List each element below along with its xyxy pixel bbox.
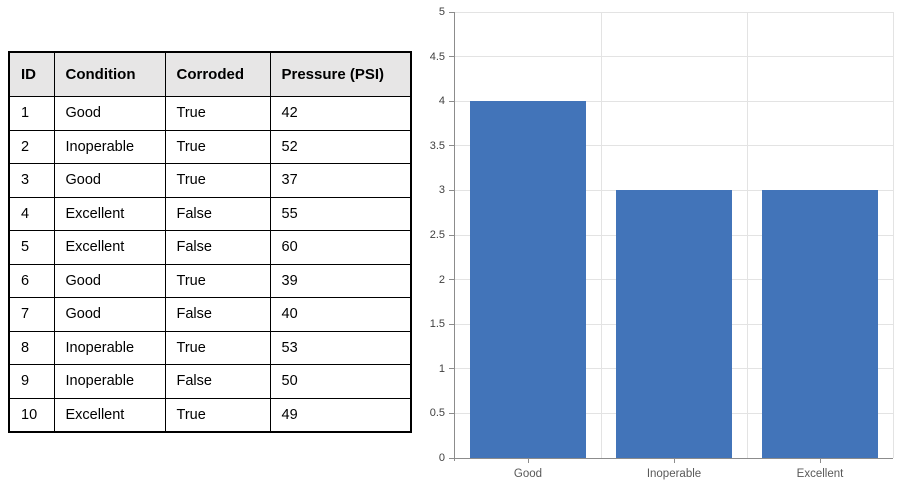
table-row: 7 Good False 40 bbox=[8, 297, 412, 332]
table-cell: False bbox=[164, 364, 271, 399]
y-axis-tick bbox=[449, 234, 455, 236]
table-cell: Excellent bbox=[53, 196, 166, 231]
table-cell: 50 bbox=[269, 364, 412, 399]
pipes-data-table: ID Condition Corroded Pressure (PSI) 1 Go… bbox=[8, 51, 412, 433]
table-row: 4 Excellent False 55 bbox=[8, 196, 412, 231]
v-gridline bbox=[892, 12, 894, 458]
v-gridline bbox=[600, 12, 602, 458]
y-axis-tick bbox=[449, 145, 455, 147]
table-cell: 49 bbox=[269, 397, 412, 433]
x-category-label: Good bbox=[513, 468, 543, 480]
bar bbox=[761, 190, 879, 458]
table-row: 6 Good True 39 bbox=[8, 263, 412, 298]
table-header: ID Condition Corroded Pressure (PSI) bbox=[8, 51, 412, 97]
table-row: 2 Inoperable True 52 bbox=[8, 129, 412, 164]
table-header-row: ID Condition Corroded Pressure (PSI) bbox=[8, 51, 412, 97]
y-axis-tick bbox=[449, 412, 455, 414]
y-axis-tick bbox=[449, 56, 455, 58]
y-tick-label: 2.5 bbox=[429, 229, 445, 241]
x-axis-line bbox=[449, 458, 893, 460]
h-gridline bbox=[455, 11, 893, 13]
y-axis-tick bbox=[449, 323, 455, 325]
x-category-label: Excellent bbox=[796, 468, 844, 480]
table-cell: True bbox=[164, 129, 271, 164]
table-cell: Good bbox=[53, 96, 166, 131]
x-axis-tick bbox=[527, 458, 529, 463]
table-row: 10 Excellent True 49 bbox=[8, 397, 412, 433]
table-cell: True bbox=[164, 96, 271, 131]
y-tick-label: 1 bbox=[438, 362, 445, 375]
table-cell: 52 bbox=[269, 129, 412, 164]
bar bbox=[615, 190, 733, 458]
x-axis-tick bbox=[673, 458, 675, 463]
table-cell: True bbox=[164, 163, 271, 198]
y-tick-label: 4 bbox=[438, 95, 445, 108]
y-tick-label: 5 bbox=[438, 6, 445, 18]
v-gridline bbox=[746, 12, 748, 458]
table-cell: False bbox=[164, 230, 271, 265]
h-gridline bbox=[455, 56, 893, 58]
table-cell: 60 bbox=[269, 230, 412, 265]
table-cell: Inoperable bbox=[53, 129, 166, 164]
table-cell: 9 bbox=[8, 364, 55, 399]
column-header-pressure: Pressure (PSI) bbox=[269, 51, 412, 97]
table-row: 1 Good True 42 bbox=[8, 96, 412, 131]
table-cell: Good bbox=[53, 297, 166, 332]
table-body: 1 Good True 42 2 Inoperable True 52 3 Good True 37 4… bbox=[8, 96, 412, 433]
y-axis-line bbox=[454, 12, 456, 461]
y-tick-label: 3 bbox=[438, 184, 445, 197]
table-cell: Inoperable bbox=[53, 364, 166, 399]
y-tick-label: 1.5 bbox=[429, 318, 445, 331]
table-cell: False bbox=[164, 196, 271, 231]
h-gridline bbox=[455, 145, 893, 147]
h-gridline bbox=[455, 100, 893, 102]
y-tick-label: 0.5 bbox=[429, 407, 445, 420]
y-axis-tick bbox=[449, 368, 455, 370]
y-axis-tick bbox=[449, 100, 455, 102]
y-tick-label: 0 bbox=[438, 452, 445, 464]
table-cell: Good bbox=[53, 263, 166, 298]
table-row: 9 Inoperable False 50 bbox=[8, 364, 412, 399]
x-category-label: Inoperable bbox=[646, 468, 702, 480]
table-row: 5 Excellent False 60 bbox=[8, 230, 412, 265]
x-axis-tick bbox=[819, 458, 821, 463]
bar bbox=[469, 101, 587, 458]
table-cell: 55 bbox=[269, 196, 412, 231]
table-cell: Inoperable bbox=[53, 330, 166, 365]
y-axis-tick bbox=[449, 11, 455, 13]
y-tick-label: 4.5 bbox=[429, 50, 445, 63]
y-tick-label: 3.5 bbox=[429, 139, 445, 152]
y-axis-tick bbox=[449, 189, 455, 191]
y-axis-tick bbox=[449, 279, 455, 281]
y-tick-label: 2 bbox=[438, 273, 445, 286]
table-cell: True bbox=[164, 330, 271, 365]
table-cell: Excellent bbox=[53, 230, 166, 265]
table-cell: 10 bbox=[8, 397, 55, 433]
table-cell: 42 bbox=[269, 96, 412, 131]
column-header-id: ID bbox=[8, 51, 55, 97]
table-cell: False bbox=[164, 297, 271, 332]
table-cell: 5 bbox=[8, 230, 55, 265]
